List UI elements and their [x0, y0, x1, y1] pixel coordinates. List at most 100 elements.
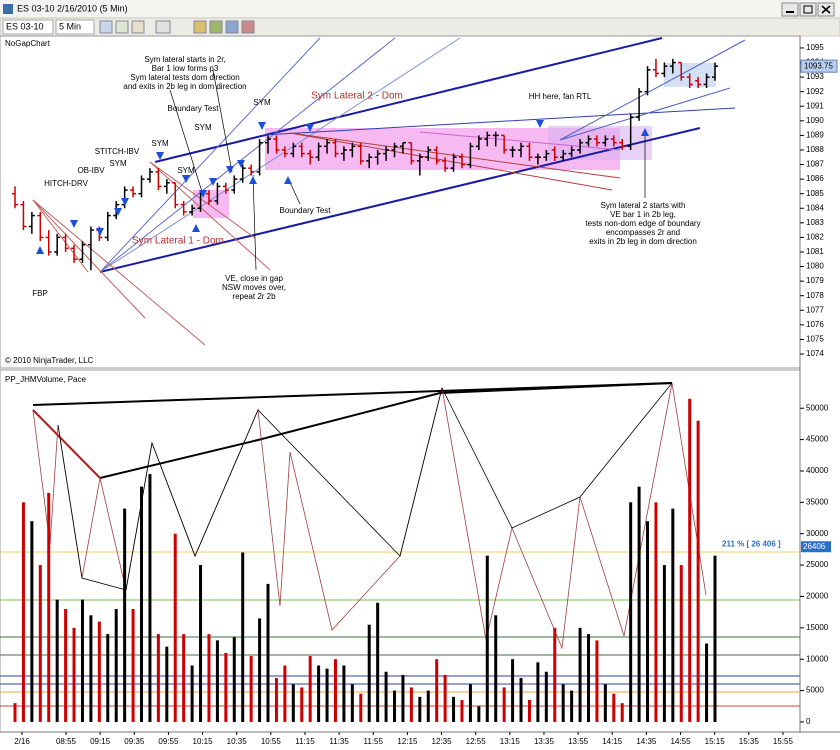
annotation: Sym lateral 2 starts with: [601, 201, 686, 210]
zigzag: [57, 382, 673, 591]
swing-line: [32, 409, 101, 479]
annotation: tests non-dom edge of boundary: [585, 219, 700, 228]
time-label: 14:35: [636, 737, 657, 746]
volume-bar: [452, 696, 456, 722]
annotation: Sym lateral starts in 2r,: [144, 55, 225, 64]
volume-bar: [435, 659, 439, 722]
annotation: VE, close in gap: [225, 274, 283, 283]
icon[interactable]: [241, 20, 255, 34]
volume-bar: [401, 674, 405, 722]
copyright: © 2010 NinjaTrader, LLC: [5, 356, 94, 365]
fan-line: [99, 37, 396, 273]
annotation: encompasses 2r and: [606, 228, 680, 237]
y-tick-label: 1077: [806, 305, 824, 314]
fan-line: [32, 199, 206, 346]
volume-bar: [106, 634, 110, 722]
y-tick-label: 10000: [806, 654, 829, 663]
volume-bar: [241, 552, 245, 722]
volume-bar: [190, 665, 194, 722]
annotation: FBP: [32, 289, 48, 298]
volume-bar: [13, 703, 17, 722]
volume-bar: [215, 640, 219, 722]
y-tick-label: 1095: [806, 43, 824, 52]
app-icon: [3, 4, 13, 14]
volume-bar: [544, 671, 548, 722]
volume-bar: [333, 659, 337, 722]
volume-bar: [494, 615, 498, 722]
icon[interactable]: [209, 20, 223, 34]
volume-bar: [325, 668, 329, 722]
signal-arrow: [226, 166, 234, 174]
y-tick-label: 1089: [806, 131, 824, 140]
volume-bar: [140, 486, 144, 722]
fan-line: [289, 132, 613, 191]
volume-bar: [300, 687, 304, 722]
volume-bar: [671, 508, 675, 722]
fan-line: [419, 131, 621, 151]
instrument-selector[interactable]: ES 03-10: [2, 19, 54, 35]
volume-bar: [477, 706, 481, 722]
pointer-line: [169, 89, 204, 196]
volume-bar: [97, 621, 101, 722]
volume-bar: [705, 643, 709, 722]
fan-line: [559, 39, 746, 141]
annotation: Sym lateral tests dom direction: [130, 73, 239, 82]
icon[interactable]: [155, 20, 171, 34]
annotation: Boundary Test: [280, 206, 332, 215]
signal-arrow: [199, 190, 207, 198]
price-panel: [0, 35, 801, 369]
annotation: SYM: [177, 166, 195, 175]
restore-button[interactable]: [799, 2, 817, 17]
y-tick-label: 1082: [806, 233, 824, 242]
interval-box[interactable]: [55, 19, 95, 35]
volume-bar: [688, 398, 692, 722]
volume-bar: [199, 565, 203, 722]
window-title: ES 03-10 2/16/2010 (5 Min): [17, 3, 128, 13]
volume-bar: [131, 609, 135, 722]
minimize-button[interactable]: [781, 2, 799, 17]
time-label: 08:55: [56, 737, 77, 746]
volume-bar: [426, 690, 430, 722]
time-label: 13:55: [568, 737, 589, 746]
volume-bar: [55, 599, 59, 722]
y-tick-label: 20000: [806, 592, 829, 601]
volume-bar: [249, 656, 253, 722]
volume-bar: [367, 624, 371, 722]
icon[interactable]: [225, 20, 239, 34]
signal-arrow: [249, 176, 257, 184]
signal-arrow: [306, 124, 314, 132]
panel-label: PP_JHMVolume, Pace: [5, 375, 86, 384]
interval: 5 Min: [59, 21, 81, 31]
annotation: SYM: [109, 159, 127, 168]
icon[interactable]: [115, 20, 129, 34]
y-tick-label: 5000: [806, 686, 824, 695]
time-label: 15:15: [705, 737, 726, 746]
annotation: VE bar 1 in 2b leg,: [610, 210, 676, 219]
signal-arrow: [237, 160, 245, 168]
fan-line: [559, 87, 731, 141]
toolbar-icons[interactable]: [99, 20, 255, 34]
volume-bar: [460, 699, 464, 722]
instrument: ES 03-10: [6, 21, 44, 31]
icon[interactable]: [99, 20, 113, 34]
signal-arrow: [36, 246, 44, 254]
icon[interactable]: [193, 20, 207, 34]
y-tick-label: 1088: [806, 145, 824, 154]
volume-bar: [561, 684, 565, 722]
time-label: 11:35: [329, 737, 349, 746]
y-tick-label: 1084: [806, 203, 824, 212]
title-bar: [0, 0, 840, 18]
volume-bar: [612, 693, 616, 722]
window-buttons[interactable]: [781, 2, 835, 17]
last-volume-label: 26406: [803, 542, 826, 551]
pointer-line: [212, 69, 233, 173]
fan-line: [99, 37, 321, 273]
y-tick-label: 1083: [806, 218, 824, 227]
instrument-box[interactable]: [2, 19, 54, 35]
fan-line: [32, 199, 146, 319]
interval-selector[interactable]: 5 Min: [55, 19, 95, 35]
icon[interactable]: [131, 20, 145, 34]
y-tick-label: 1080: [806, 262, 824, 271]
lateral-zone: [193, 190, 229, 218]
